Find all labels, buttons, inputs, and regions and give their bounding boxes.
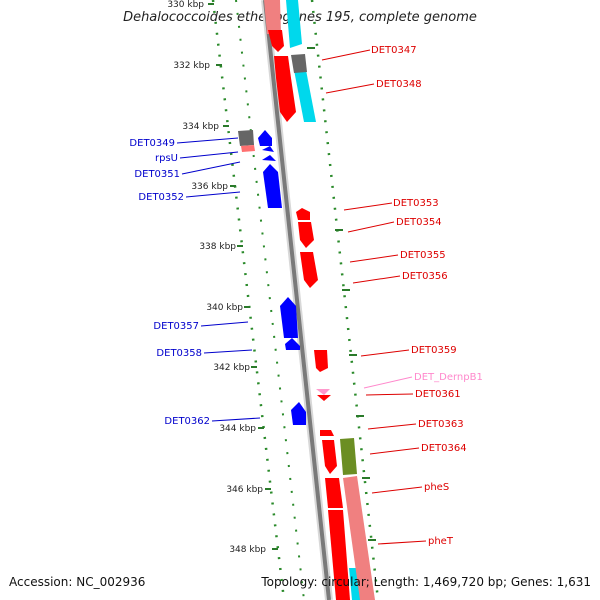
gene-label: DET0358 xyxy=(156,348,202,359)
topology-text: Topology: circular; Length: 1,469,720 bp… xyxy=(261,575,591,589)
gene-label: DET0354 xyxy=(396,217,442,228)
gene-label: DET0348 xyxy=(376,79,422,90)
olive-feature xyxy=(340,438,357,475)
outer-ruler-right xyxy=(310,0,380,600)
ruler-label: 344 kbp xyxy=(219,424,256,434)
ruler-label: 332 kbp xyxy=(173,61,210,71)
map-title: Dehalococcoides ethenogenes 195, complet… xyxy=(123,10,477,25)
ruler-labels: 330 kbp 332 kbp 334 kbp 336 kbp 338 kbp … xyxy=(167,0,266,555)
reverse-cds-features xyxy=(258,130,306,425)
gene-label: DET0364 xyxy=(421,443,467,454)
gene-label: DET0347 xyxy=(371,45,417,56)
ruler-label: 348 kbp xyxy=(229,545,266,555)
gene-label: DET0351 xyxy=(134,169,180,180)
left-labels: DET0349 rpsU DET0351 DET0352 DET0357 DET… xyxy=(129,138,210,427)
right-labels: DET0347 DET0348 DET0353 DET0354 DET0355 … xyxy=(371,45,483,547)
gene-label: DET0363 xyxy=(418,419,464,430)
outer-ruler-left xyxy=(211,0,286,600)
gene-label: DET0362 xyxy=(164,416,210,427)
gene-label: DET0359 xyxy=(411,345,457,356)
gene-label: DET0353 xyxy=(393,198,439,209)
gene-label: pheT xyxy=(428,536,454,547)
gene-label: DET0355 xyxy=(400,250,446,261)
gene-label: DET0357 xyxy=(153,321,199,332)
ruler-label: 338 kbp xyxy=(199,242,236,252)
ruler-label: 336 kbp xyxy=(191,182,228,192)
gene-label: DET0352 xyxy=(138,192,184,203)
ruler-label: 346 kbp xyxy=(226,485,263,495)
ruler-label: 330 kbp xyxy=(167,0,204,10)
rna-leader-line xyxy=(363,376,413,389)
ruler-label: 340 kbp xyxy=(206,303,243,313)
forward-cds-features xyxy=(268,30,350,600)
gene-label: DET0356 xyxy=(402,271,448,282)
gene-label: DET0361 xyxy=(415,389,461,400)
rna-feature xyxy=(316,389,330,395)
left-leader-lines xyxy=(176,137,261,422)
gray-feature-pink xyxy=(241,145,255,152)
gene-label: pheS xyxy=(424,482,449,493)
ruler-label: 342 kbp xyxy=(213,363,250,373)
gray-features xyxy=(238,54,307,146)
right-leader-lines xyxy=(321,49,427,545)
gene-label: DET0349 xyxy=(129,138,175,149)
gene-label: DET_DernpB1 xyxy=(414,372,483,383)
accession-text: Accession: NC_002936 xyxy=(9,575,146,589)
ruler-label: 334 kbp xyxy=(182,122,219,132)
gene-label: rpsU xyxy=(155,153,178,164)
gc-content-track xyxy=(264,0,375,600)
ruler-ticks xyxy=(208,3,376,550)
backbone-core xyxy=(263,0,331,600)
